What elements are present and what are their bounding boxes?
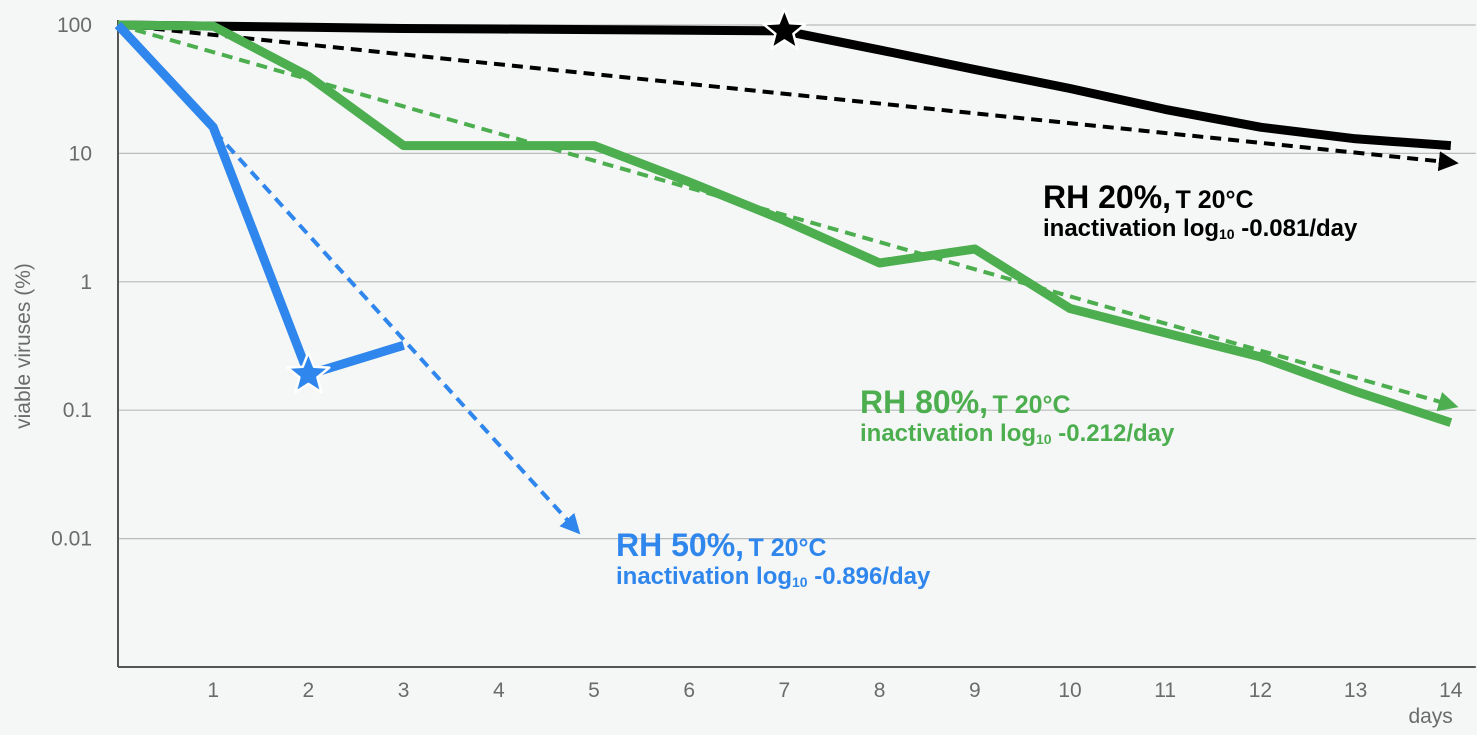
rh50-title: RH 50%, [616, 527, 745, 563]
x-tick-label-4: 5 [588, 679, 600, 702]
rh50-star-icon [286, 351, 331, 394]
rh80-point-10 [1068, 306, 1072, 310]
annotation-rh20: RH 20%, T 20°C inactivation log10 -0.081… [1043, 179, 1358, 243]
rh20-point-4 [497, 27, 501, 31]
rh20-point-5 [592, 28, 596, 32]
x-tick-label-7: 8 [874, 679, 886, 702]
x-tick-label-8: 9 [969, 679, 981, 702]
rh80-point-14 [1449, 421, 1453, 425]
rh20-trend-line [117, 23, 1459, 172]
rh50-rate-value: -0.896/day [814, 562, 931, 590]
x-axis-title: days [1408, 705, 1452, 728]
rh20-point-9 [973, 68, 977, 72]
y-tick-label-1: 10 [69, 142, 92, 165]
rh20-temp: T 20°C [1175, 186, 1254, 214]
rh20-point-3 [402, 26, 406, 30]
x-tick-label-1: 2 [303, 679, 315, 702]
rh80-rate-prefix: inactivation log [860, 419, 1037, 447]
x-tick-label-12: 13 [1344, 679, 1367, 702]
rh80-point-12 [1258, 355, 1262, 359]
rh50-series-line [114, 21, 405, 379]
y-axis-title: viable viruses (%) [12, 263, 35, 429]
x-tick-label-9: 10 [1058, 679, 1081, 702]
rh20-point-12 [1258, 125, 1262, 129]
y-tick-label-4: 0.01 [51, 528, 92, 551]
x-tick-label-10: 11 [1154, 679, 1176, 702]
rh20-point-6 [687, 28, 691, 32]
rh20-rate-value: -0.081/day [1241, 214, 1358, 242]
rh50-point-0 [116, 23, 120, 27]
rh80-title: RH 80%, [860, 384, 989, 420]
rh80-rate-sub: 10 [1036, 430, 1052, 447]
rh80-point-6 [687, 180, 691, 184]
rh80-point-13 [1354, 389, 1358, 393]
rh20-star-icon [762, 7, 807, 50]
rh80-point-1 [211, 24, 215, 28]
rh20-rate-sub: 10 [1219, 225, 1235, 242]
rh20-point-14 [1449, 144, 1453, 148]
rh80-series-line [117, 20, 1453, 427]
rh80-point-5 [592, 144, 596, 148]
rh80-temp: T 20°C [992, 391, 1071, 419]
x-tick-label-6: 7 [779, 679, 791, 702]
rh20-point-8 [878, 48, 882, 52]
rh80-point-3 [402, 144, 406, 148]
rh50-point-3 [402, 343, 406, 347]
rh50-rate-prefix: inactivation log [616, 562, 793, 590]
rh50-point-1 [211, 125, 215, 129]
x-tick-label-2: 3 [398, 679, 410, 702]
rh50-temp: T 20°C [748, 534, 827, 562]
rh80-point-4 [497, 144, 501, 148]
rh80-point-2 [306, 74, 310, 78]
rh20-point-13 [1354, 137, 1358, 141]
rh80-point-7 [782, 219, 786, 223]
rh80-rate-value: -0.212/day [1058, 419, 1175, 447]
y-tick-label-3: 0.1 [63, 399, 92, 422]
rh80-trend-line [117, 23, 1459, 412]
x-tick-label-13: 14 [1439, 679, 1463, 702]
x-tick-label-5: 6 [683, 679, 695, 702]
x-tick-label-11: 12 [1249, 679, 1272, 702]
annotation-rh80: RH 80%, T 20°C inactivation log10 -0.212… [860, 384, 1175, 448]
rh50-rate-sub: 10 [792, 573, 808, 590]
x-tick-label-3: 4 [493, 679, 505, 702]
rh80-point-8 [878, 261, 882, 265]
y-tick-label-0: 100 [57, 14, 92, 37]
annotation-rh50: RH 50%, T 20°C inactivation log10 -0.896… [616, 527, 931, 591]
rh20-title: RH 20%, [1043, 179, 1172, 215]
rh20-point-10 [1068, 87, 1072, 91]
rh20-rate-prefix: inactivation log [1043, 214, 1220, 242]
rh20-point-2 [306, 25, 310, 29]
rh80-point-9 [973, 247, 977, 251]
y-tick-label-2: 1 [80, 271, 92, 294]
rh20-point-11 [1163, 107, 1167, 111]
x-tick-label-0: 1 [207, 679, 219, 702]
rh80-point-11 [1163, 331, 1167, 335]
